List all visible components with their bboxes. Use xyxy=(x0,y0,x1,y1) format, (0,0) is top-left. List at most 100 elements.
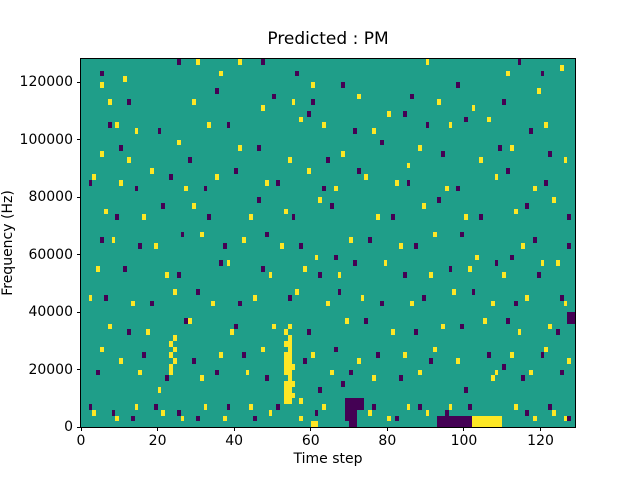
heatmap-cell-low xyxy=(398,375,403,381)
heatmap-cell-high xyxy=(563,300,568,307)
heatmap-cell-low xyxy=(429,358,434,364)
heatmap-cell-low xyxy=(532,237,537,243)
heatmap-cell-high xyxy=(502,271,507,278)
y-tick-mark xyxy=(77,254,81,255)
heatmap-cell-high xyxy=(517,329,522,335)
heatmap-cell-low xyxy=(437,415,472,427)
y-tick-mark xyxy=(77,139,81,140)
heatmap-cell-high xyxy=(283,386,292,393)
heatmap-cell-high xyxy=(107,323,112,330)
heatmap-cell-high xyxy=(268,271,273,278)
heatmap-cell-high xyxy=(138,369,143,376)
heatmap-cell-high xyxy=(283,329,288,335)
heatmap-cell-high xyxy=(341,151,346,157)
heatmap-cell-high xyxy=(471,105,476,111)
heatmap-cell-high xyxy=(299,116,304,123)
heatmap-cell-high xyxy=(463,214,468,220)
heatmap-cell-high xyxy=(291,99,296,105)
heatmap-cell-high xyxy=(310,352,315,358)
heatmap-cell-high xyxy=(387,110,392,117)
heatmap-cell-high xyxy=(494,174,499,180)
heatmap-cell-low xyxy=(215,369,219,376)
heatmap-cell-high xyxy=(490,375,495,381)
heatmap-cell-low xyxy=(349,369,353,376)
y-tick-mark xyxy=(77,311,81,313)
heatmap-cell-high xyxy=(176,139,181,146)
heatmap-cell-low xyxy=(559,369,564,376)
heatmap-cell-low xyxy=(115,214,120,220)
x-axis-label: Time step xyxy=(293,451,363,467)
heatmap-cell-high xyxy=(211,300,216,307)
heatmap-cell-high xyxy=(552,197,556,203)
heatmap-cell-high xyxy=(521,243,526,249)
heatmap-cell-low xyxy=(486,352,491,358)
heatmap-cell-low xyxy=(567,415,572,422)
heatmap-cell-low xyxy=(498,145,503,151)
heatmap-cell-high xyxy=(356,358,361,364)
heatmap-cell-high xyxy=(169,340,173,347)
heatmap-cell-low xyxy=(425,122,430,128)
x-tick-mark xyxy=(80,427,82,431)
heatmap-cell-high xyxy=(241,237,246,243)
heatmap-cell-low xyxy=(414,243,418,249)
heatmap-cell-high xyxy=(448,122,453,128)
heatmap-cell-low xyxy=(548,151,553,157)
heatmap-cell-high xyxy=(525,294,530,301)
heatmap-cell-high xyxy=(513,404,518,410)
heatmap-cell-high xyxy=(329,369,334,376)
heatmap-cell-high xyxy=(111,237,116,243)
heatmap-cell-high xyxy=(567,358,572,364)
heatmap-cell-high xyxy=(299,398,304,404)
heatmap-cell-low xyxy=(119,145,124,151)
heatmap-cell-high xyxy=(509,145,514,151)
heatmap-cell-low xyxy=(341,82,346,88)
heatmap-cell-low xyxy=(96,369,101,376)
x-tick-label: 120 xyxy=(527,433,554,449)
plot-title: Predicted : PM xyxy=(267,29,389,49)
heatmap-cell-low xyxy=(123,266,127,272)
heatmap-cell-high xyxy=(372,128,376,134)
heatmap-cell-high xyxy=(100,346,104,353)
heatmap-cell-high xyxy=(283,352,292,358)
heatmap-cell-low xyxy=(525,409,530,416)
heatmap-cell-low xyxy=(540,352,545,358)
heatmap-cell-low xyxy=(479,214,484,220)
heatmap-cell-low xyxy=(276,404,281,410)
heatmap-cell-high xyxy=(406,404,411,410)
heatmap-cell-high xyxy=(238,145,242,151)
heatmap-cell-high xyxy=(410,300,415,307)
heatmap-cell-low xyxy=(226,404,231,410)
heatmap-cell-low xyxy=(238,300,242,307)
heatmap-cell-high xyxy=(364,174,369,180)
heatmap-cell-high xyxy=(283,340,292,347)
heatmap-cell-low xyxy=(364,317,369,324)
heatmap-cell-high xyxy=(559,64,564,71)
heatmap-cell-low xyxy=(352,260,357,266)
heatmap-cell-low xyxy=(215,87,219,94)
heatmap-cell-low xyxy=(525,202,530,209)
heatmap-cell-high xyxy=(222,415,227,422)
y-axis-label: Frequency (Hz) xyxy=(0,190,16,296)
heatmap-cell-low xyxy=(272,93,277,100)
heatmap-cell-low xyxy=(352,128,357,134)
heatmap-cell-low xyxy=(444,409,449,416)
heatmap-cell-high xyxy=(506,70,510,77)
heatmap-cell-high xyxy=(310,82,315,88)
heatmap-cell-high xyxy=(563,415,568,422)
heatmap-cell-high xyxy=(337,271,342,278)
heatmap-cell-low xyxy=(437,197,441,203)
heatmap-cell-high xyxy=(165,271,170,278)
heatmap-cell-low xyxy=(567,214,572,220)
heatmap-cell-high xyxy=(471,415,503,427)
heatmap-cell-high xyxy=(444,185,449,192)
y-tick-label: 60000 xyxy=(28,246,73,263)
heatmap-cell-high xyxy=(287,375,292,381)
y-tick-label: 80000 xyxy=(28,189,73,205)
heatmap-cell-high xyxy=(345,317,350,324)
heatmap-cell-high xyxy=(425,59,430,65)
heatmap-cell-low xyxy=(456,185,461,192)
heatmap-cell-low xyxy=(157,128,162,134)
heatmap-cell-high xyxy=(544,122,549,128)
heatmap-cell-low xyxy=(333,254,338,261)
